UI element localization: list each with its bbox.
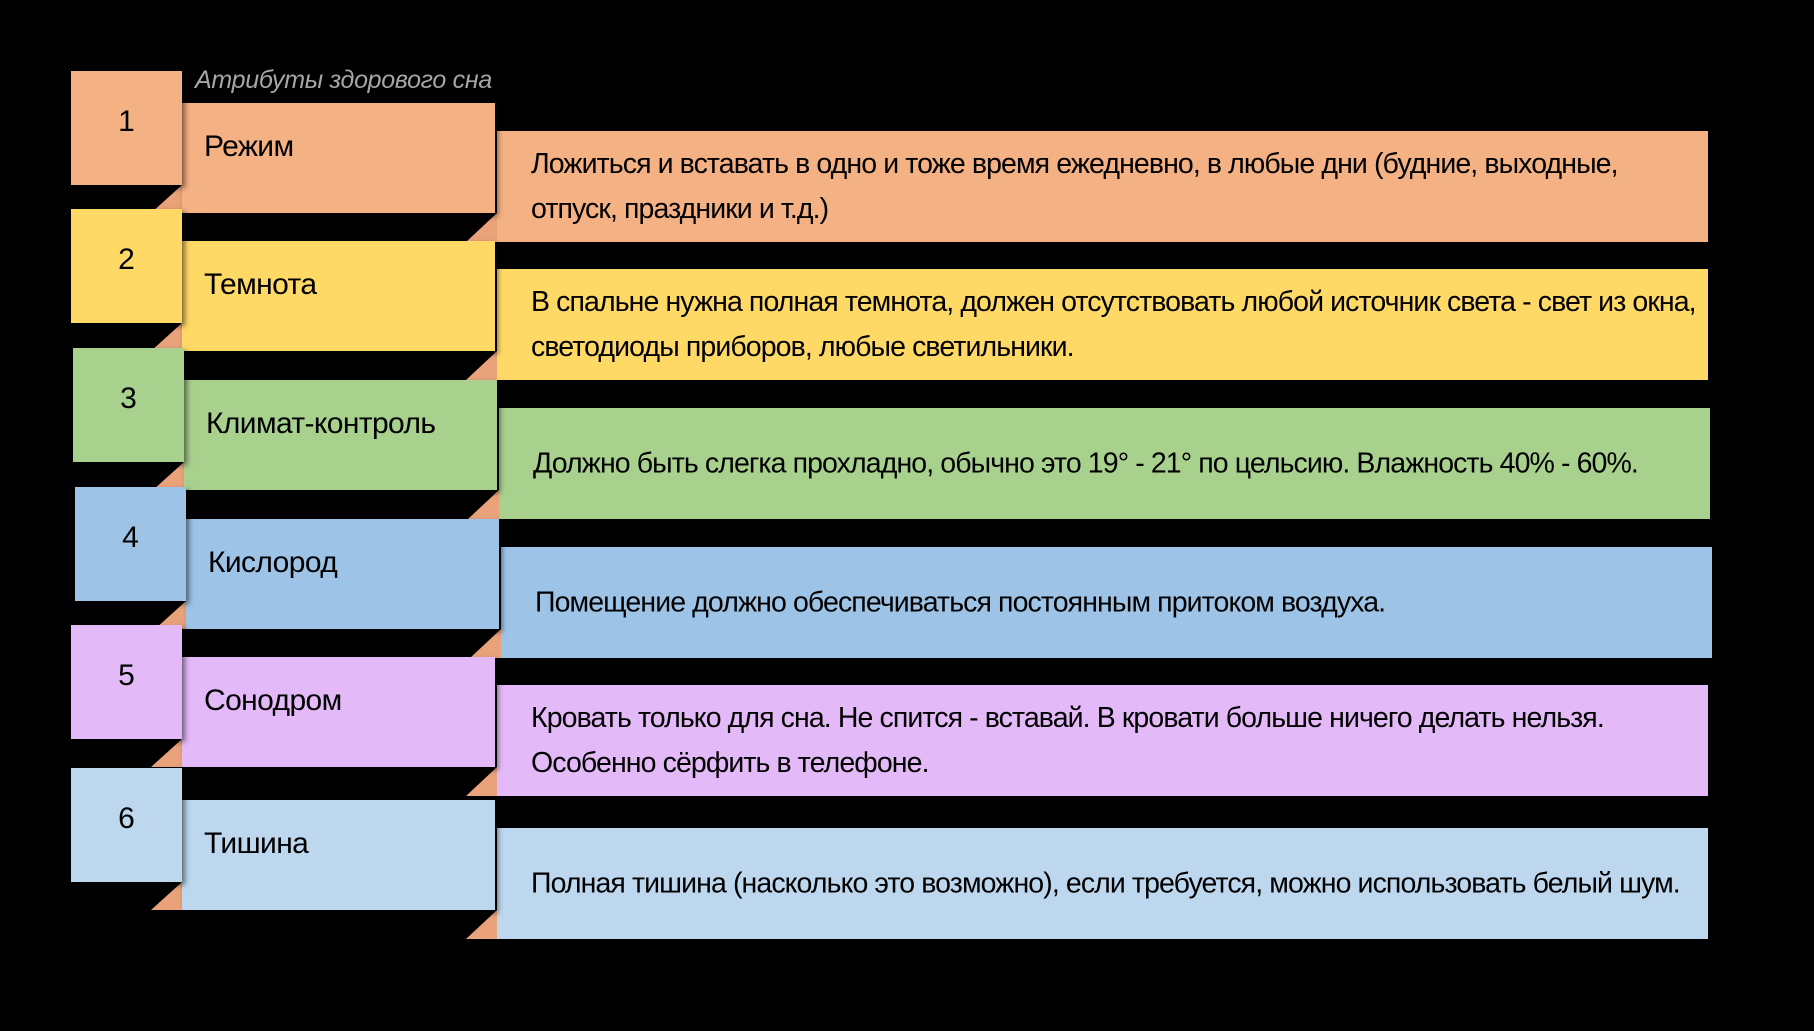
attribute-description-box: В спальне нужна полная темнота, должен о… [497, 269, 1708, 380]
attribute-description: Полная тишина (насколько это возможно), … [531, 867, 1681, 899]
row-number: 1 [118, 105, 135, 138]
row-number: 3 [120, 382, 137, 415]
attribute-description: Ложиться и вставать в одно и тоже время … [531, 147, 1619, 225]
attribute-row: 5 Сонодром Кровать только для сна. Не сп… [0, 625, 1814, 805]
attribute-label-box: Климат-контроль [184, 380, 497, 490]
number-badge: 3 [73, 348, 184, 462]
attribute-row: 1 Режим Ложиться и вставать в одно и тож… [0, 71, 1814, 251]
attribute-label: Кислород [208, 546, 338, 579]
attribute-description-box: Помещение должно обеспечиваться постоянн… [501, 547, 1712, 658]
attribute-label-box: Сонодром [182, 657, 495, 767]
number-badge: 5 [71, 625, 182, 739]
row-number: 5 [118, 659, 135, 692]
number-badge: 6 [71, 768, 182, 882]
attribute-description-box: Полная тишина (насколько это возможно), … [497, 828, 1708, 939]
attribute-description: Кровать только для сна. Не спится - вста… [531, 701, 1605, 779]
fold-corner [466, 910, 497, 939]
attribute-row: 4 Кислород Помещение должно обеспечивать… [4, 487, 1814, 667]
row-number: 6 [118, 802, 135, 835]
fold-corner [151, 882, 182, 910]
attribute-row: 3 Климат-контроль Должно быть слегка про… [2, 348, 1814, 528]
attribute-row: 2 Темнота В спальне нужна полная темнота… [0, 209, 1814, 389]
diagram-title: Атрибуты здорового сна [195, 66, 492, 94]
attribute-description: Должно быть слегка прохладно, обычно это… [533, 447, 1639, 479]
attribute-description-box: Должно быть слегка прохладно, обычно это… [499, 408, 1710, 519]
attribute-label: Климат-контроль [206, 407, 436, 440]
attribute-description-box: Ложиться и вставать в одно и тоже время … [497, 131, 1708, 242]
fold-corner [153, 462, 184, 490]
attribute-label: Режим [204, 130, 294, 163]
fold-corner [151, 323, 182, 351]
attribute-row: 6 Тишина Полная тишина (насколько это во… [0, 768, 1814, 948]
row-number: 2 [118, 243, 135, 276]
attribute-description: В спальне нужна полная темнота, должен о… [531, 285, 1697, 363]
attribute-label: Сонодром [204, 684, 342, 717]
attribute-label-box: Режим [182, 103, 495, 213]
number-badge: 2 [71, 209, 182, 323]
attribute-label: Тишина [204, 827, 309, 860]
number-badge: 4 [75, 487, 186, 601]
number-badge: 1 [71, 71, 182, 185]
attribute-label-box: Темнота [182, 241, 495, 351]
row-number: 4 [122, 521, 139, 554]
attribute-label-box: Тишина [182, 800, 495, 910]
attribute-label: Темнота [204, 268, 317, 301]
attribute-description-box: Кровать только для сна. Не спится - вста… [497, 685, 1708, 796]
attribute-label-box: Кислород [186, 519, 499, 629]
fold-corner [151, 739, 182, 767]
attribute-description: Помещение должно обеспечиваться постоянн… [535, 586, 1386, 618]
